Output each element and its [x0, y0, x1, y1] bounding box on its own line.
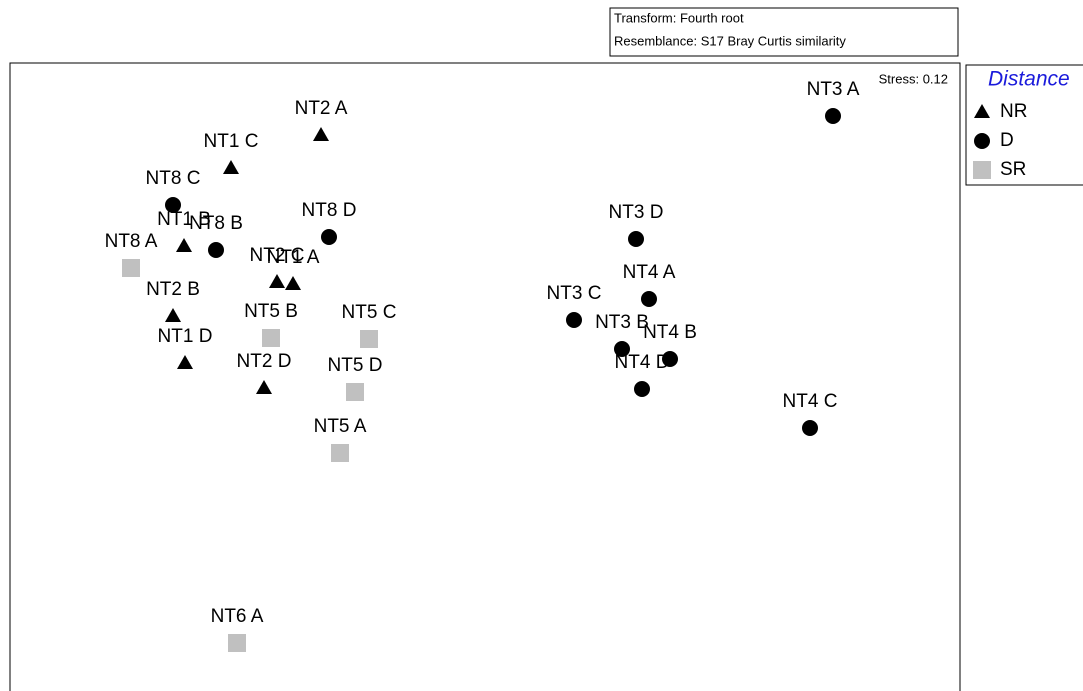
marker-square	[346, 383, 364, 401]
resemblance-text: Resemblance: S17 Bray Curtis similarity	[614, 33, 846, 48]
point-label: NT1 B	[157, 209, 211, 230]
marker-circle	[165, 197, 181, 213]
point-label: NT8 A	[105, 231, 158, 252]
marker-circle	[634, 381, 650, 397]
point-label: NT8 B	[189, 213, 243, 234]
marker-circle	[662, 351, 678, 367]
point-label: NT8 C	[146, 168, 201, 189]
marker-circle	[628, 231, 644, 247]
point-label: NT8 D	[302, 200, 357, 221]
point-label: NT2 A	[295, 98, 348, 119]
marker-triangle	[165, 308, 181, 322]
marker-triangle	[285, 276, 301, 290]
legend-marker	[974, 133, 990, 149]
point-label: NT5 C	[342, 302, 397, 323]
point-label: NT2 C	[250, 245, 305, 266]
transform-text: Transform: Fourth root	[614, 10, 744, 25]
marker-circle	[825, 108, 841, 124]
marker-square	[262, 329, 280, 347]
legend-marker	[974, 104, 990, 118]
legend-label: D	[1000, 130, 1014, 151]
point-label: NT3 B	[595, 312, 649, 333]
marker-circle	[614, 341, 630, 357]
point-label: NT1 A	[267, 247, 320, 268]
stress-text: Stress: 0.12	[879, 71, 948, 86]
legend-title: Distance	[988, 68, 1070, 91]
marker-square	[122, 259, 140, 277]
marker-triangle	[177, 355, 193, 369]
plot-frame	[9, 62, 961, 691]
point-label: NT6 A	[211, 606, 264, 627]
point-label: NT2 B	[146, 279, 200, 300]
marker-triangle	[313, 127, 329, 141]
point-label: NT4 D	[615, 352, 670, 373]
point-label: NT3 D	[609, 202, 664, 223]
point-label: NT1 D	[158, 326, 213, 347]
point-label: NT4 B	[643, 322, 697, 343]
marker-triangle	[269, 274, 285, 288]
point-label: NT5 D	[328, 355, 383, 376]
marker-square	[360, 330, 378, 348]
transform-box	[609, 7, 959, 57]
marker-circle	[321, 229, 337, 245]
point-label: NT5 A	[314, 416, 367, 437]
legend-label: SR	[1000, 159, 1026, 180]
point-label: NT5 B	[244, 301, 298, 322]
marker-circle	[208, 242, 224, 258]
legend-box	[965, 64, 1083, 186]
point-label: NT4 A	[623, 262, 676, 283]
marker-circle	[802, 420, 818, 436]
point-label: NT4 C	[783, 391, 838, 412]
marker-triangle	[176, 238, 192, 252]
marker-triangle	[256, 380, 272, 394]
point-label: NT3 C	[547, 283, 602, 304]
point-label: NT3 A	[807, 79, 860, 100]
marker-square	[228, 634, 246, 652]
marker-circle	[566, 312, 582, 328]
point-label: NT1 C	[204, 131, 259, 152]
legend-label: NR	[1000, 101, 1027, 122]
marker-circle	[641, 291, 657, 307]
marker-square	[331, 444, 349, 462]
legend-marker	[973, 161, 991, 179]
marker-triangle	[223, 160, 239, 174]
point-label: NT2 D	[237, 351, 292, 372]
